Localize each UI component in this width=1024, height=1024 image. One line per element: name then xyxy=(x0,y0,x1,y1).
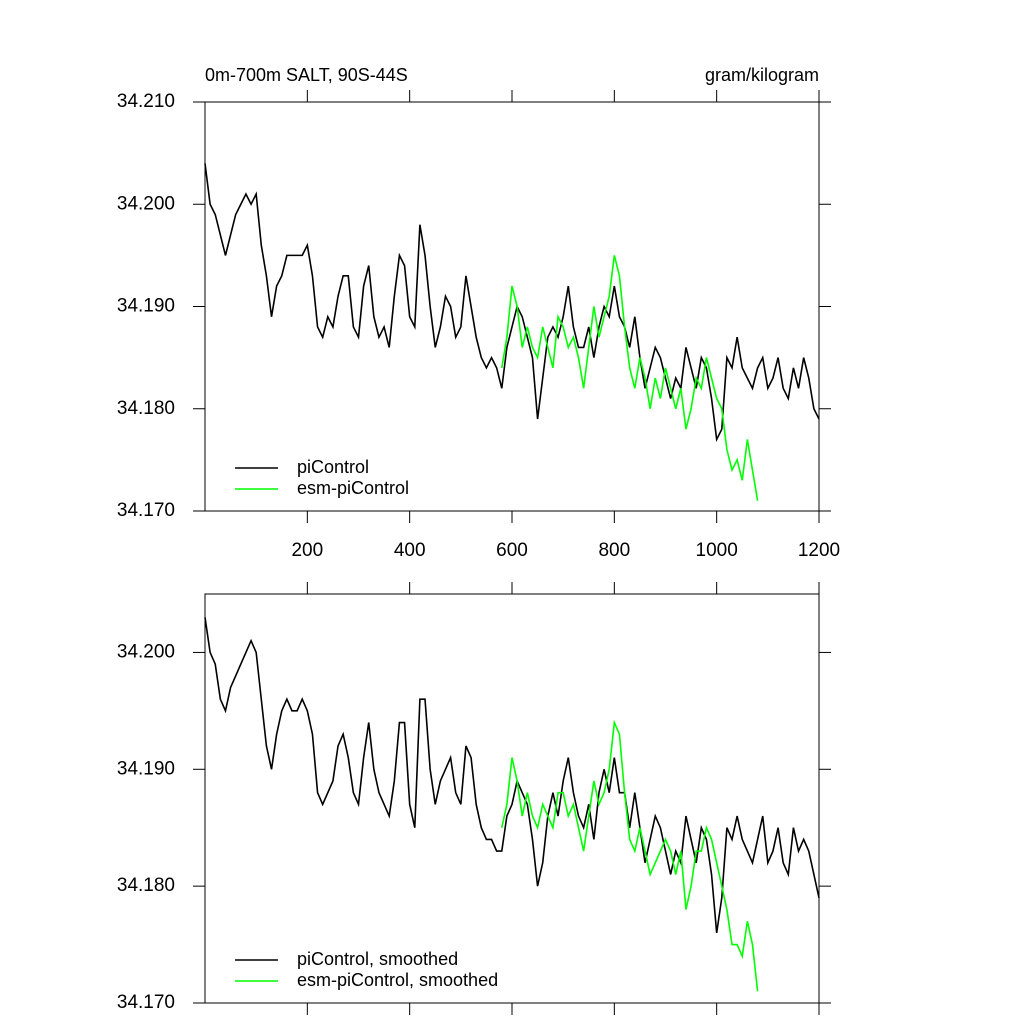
legend-label: piControl, smoothed xyxy=(297,949,458,969)
y-tick-label: 34.210 xyxy=(117,91,175,112)
y-tick-label: 34.180 xyxy=(117,398,175,419)
y-tick-label: 34.180 xyxy=(117,875,175,896)
x-tick-label: 200 xyxy=(291,540,323,561)
legend-label: esm-piControl xyxy=(297,478,409,498)
x-tick-label: 400 xyxy=(394,540,426,561)
plot-frame xyxy=(204,593,820,1004)
y-tick-label: 34.190 xyxy=(117,296,175,317)
y-tick-label: 34.170 xyxy=(117,500,175,521)
legend-label: esm-piControl, smoothed xyxy=(297,970,498,990)
x-tick-label: 800 xyxy=(598,540,630,561)
x-tick-label: 1000 xyxy=(696,540,738,561)
x-tick-label: 600 xyxy=(496,540,528,561)
legend-label: piControl xyxy=(297,457,369,477)
x-tick-label: 1200 xyxy=(798,540,840,561)
series-line xyxy=(204,617,820,934)
y-tick-label: 34.170 xyxy=(117,992,175,1013)
y-tick-label: 34.200 xyxy=(117,641,175,662)
units-label: gram/kilogram xyxy=(705,65,819,85)
series-line xyxy=(500,255,759,501)
plot-frame xyxy=(204,101,820,512)
series-line xyxy=(204,163,820,443)
series-line xyxy=(500,719,759,992)
chart-title: 0m-700m SALT, 90S-44S xyxy=(205,65,408,85)
y-tick-label: 34.200 xyxy=(117,193,175,214)
y-tick-label: 34.190 xyxy=(117,758,175,779)
